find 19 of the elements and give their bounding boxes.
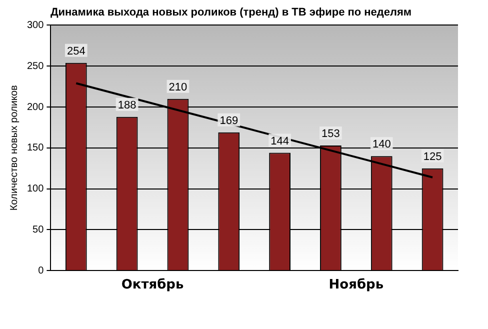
data-label: 144 bbox=[270, 135, 289, 148]
y-tick-label: 200 bbox=[26, 102, 44, 113]
y-tick-label: 300 bbox=[26, 20, 44, 31]
data-label: 254 bbox=[66, 45, 86, 58]
data-label: 188 bbox=[118, 99, 136, 112]
y-tick-label: 150 bbox=[26, 142, 44, 154]
chart-title: Динамика выхода новых роликов (тренд) в ТВ эфире по неделям bbox=[50, 6, 412, 19]
data-label: 153 bbox=[322, 128, 340, 140]
text: Октябрь bbox=[121, 277, 184, 292]
y-axis-title: Количество новых роликов bbox=[8, 85, 20, 211]
data-label: 210 bbox=[168, 81, 188, 94]
data-label: 140 bbox=[372, 138, 391, 151]
y-tick-label: 50 bbox=[32, 224, 44, 236]
data-label: 169 bbox=[220, 114, 238, 127]
data-label: 125 bbox=[423, 150, 442, 163]
text: Ноябрь bbox=[328, 277, 384, 292]
y-tick-label: 0 bbox=[38, 265, 44, 276]
y-tick-label: 100 bbox=[26, 184, 44, 195]
y-tick-label: 250 bbox=[26, 60, 44, 72]
